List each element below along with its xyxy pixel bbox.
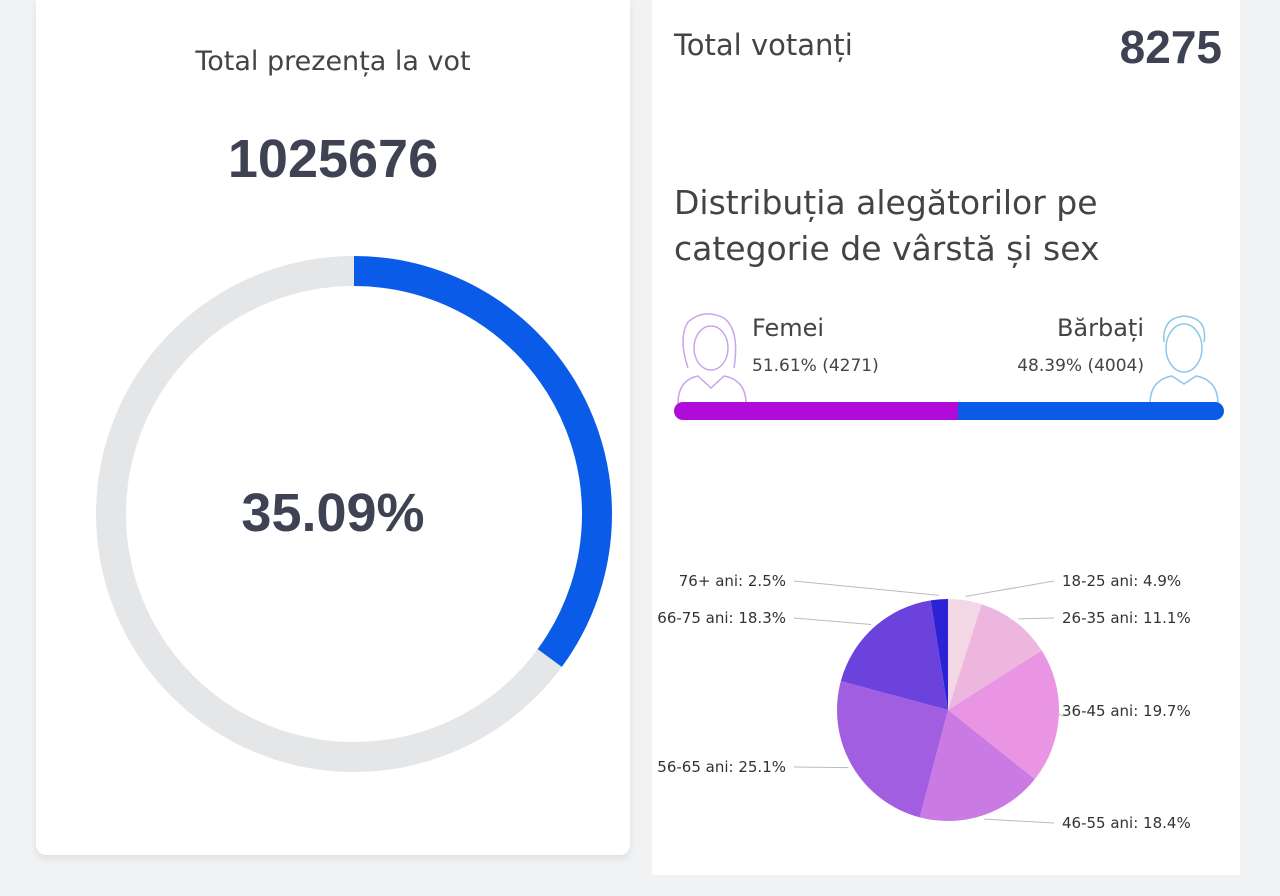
turnout-donut — [96, 256, 612, 772]
pie-slice-46-55-ani — [919, 710, 1035, 821]
turnout-title: Total prezența la vot — [195, 46, 471, 77]
pie-leader-line — [793, 617, 872, 625]
pie-leader-line — [1053, 710, 1064, 717]
male-label: Bărbați — [1056, 314, 1144, 342]
gender-split-bar — [674, 402, 1224, 420]
pie-slice-56-65-ani — [837, 681, 948, 818]
turnout-percent: 35.09% — [241, 483, 425, 543]
donut-progress-arc — [96, 256, 612, 772]
pie-leader-line — [793, 580, 940, 596]
pie-leader-line — [965, 580, 1055, 597]
pie-slice-66-75-ani — [840, 600, 948, 710]
distribution-heading: Distribuția alegătorilor pe categorie de… — [674, 183, 1100, 268]
man-avatar-icon — [1149, 315, 1219, 404]
pie-leader-line — [984, 818, 1055, 824]
male-value: 48.39% (4004) — [1017, 356, 1144, 376]
turnout-total: 1025676 — [227, 129, 439, 189]
pie-slice-76-ani — [930, 599, 948, 710]
voters-title: Total votanți — [674, 28, 853, 62]
pie-slice-26-35-ani — [948, 604, 1042, 710]
female-label: Femei — [752, 314, 825, 342]
woman-avatar-icon — [677, 313, 747, 404]
voters-total: 8275 — [1119, 21, 1222, 73]
voters-card: Total votanți 8275 Distribuția alegători… — [652, 0, 1240, 875]
pie-label: 36-45 ani: 19.7% — [1062, 702, 1191, 720]
pie-label: 76+ ani: 2.5% — [679, 572, 786, 590]
pie-label: 26-35 ani: 11.1% — [1062, 609, 1191, 627]
pie-label: 56-65 ani: 25.1% — [657, 758, 786, 776]
pie-slice-36-45-ani — [948, 650, 1059, 780]
pie-leader-line — [793, 766, 849, 769]
turnout-card: Total prezența la vot 1025676 35.09% — [36, 0, 630, 855]
female-bar-segment — [674, 402, 958, 420]
pie-label: 46-55 ani: 18.4% — [1062, 814, 1191, 832]
female-value: 51.61% (4271) — [752, 356, 879, 376]
age-pie-chart: 18-25 ani: 4.9% 26-35 ani: 11.1% 36-45 ani… — [657, 572, 1191, 832]
pie-leader-line — [1018, 617, 1055, 620]
male-bar-segment — [957, 402, 1224, 420]
pie-slice-18-25-ani — [948, 599, 982, 710]
pie-label: 18-25 ani: 4.9% — [1062, 572, 1181, 590]
pie-label: 66-75 ani: 18.3% — [657, 609, 786, 627]
